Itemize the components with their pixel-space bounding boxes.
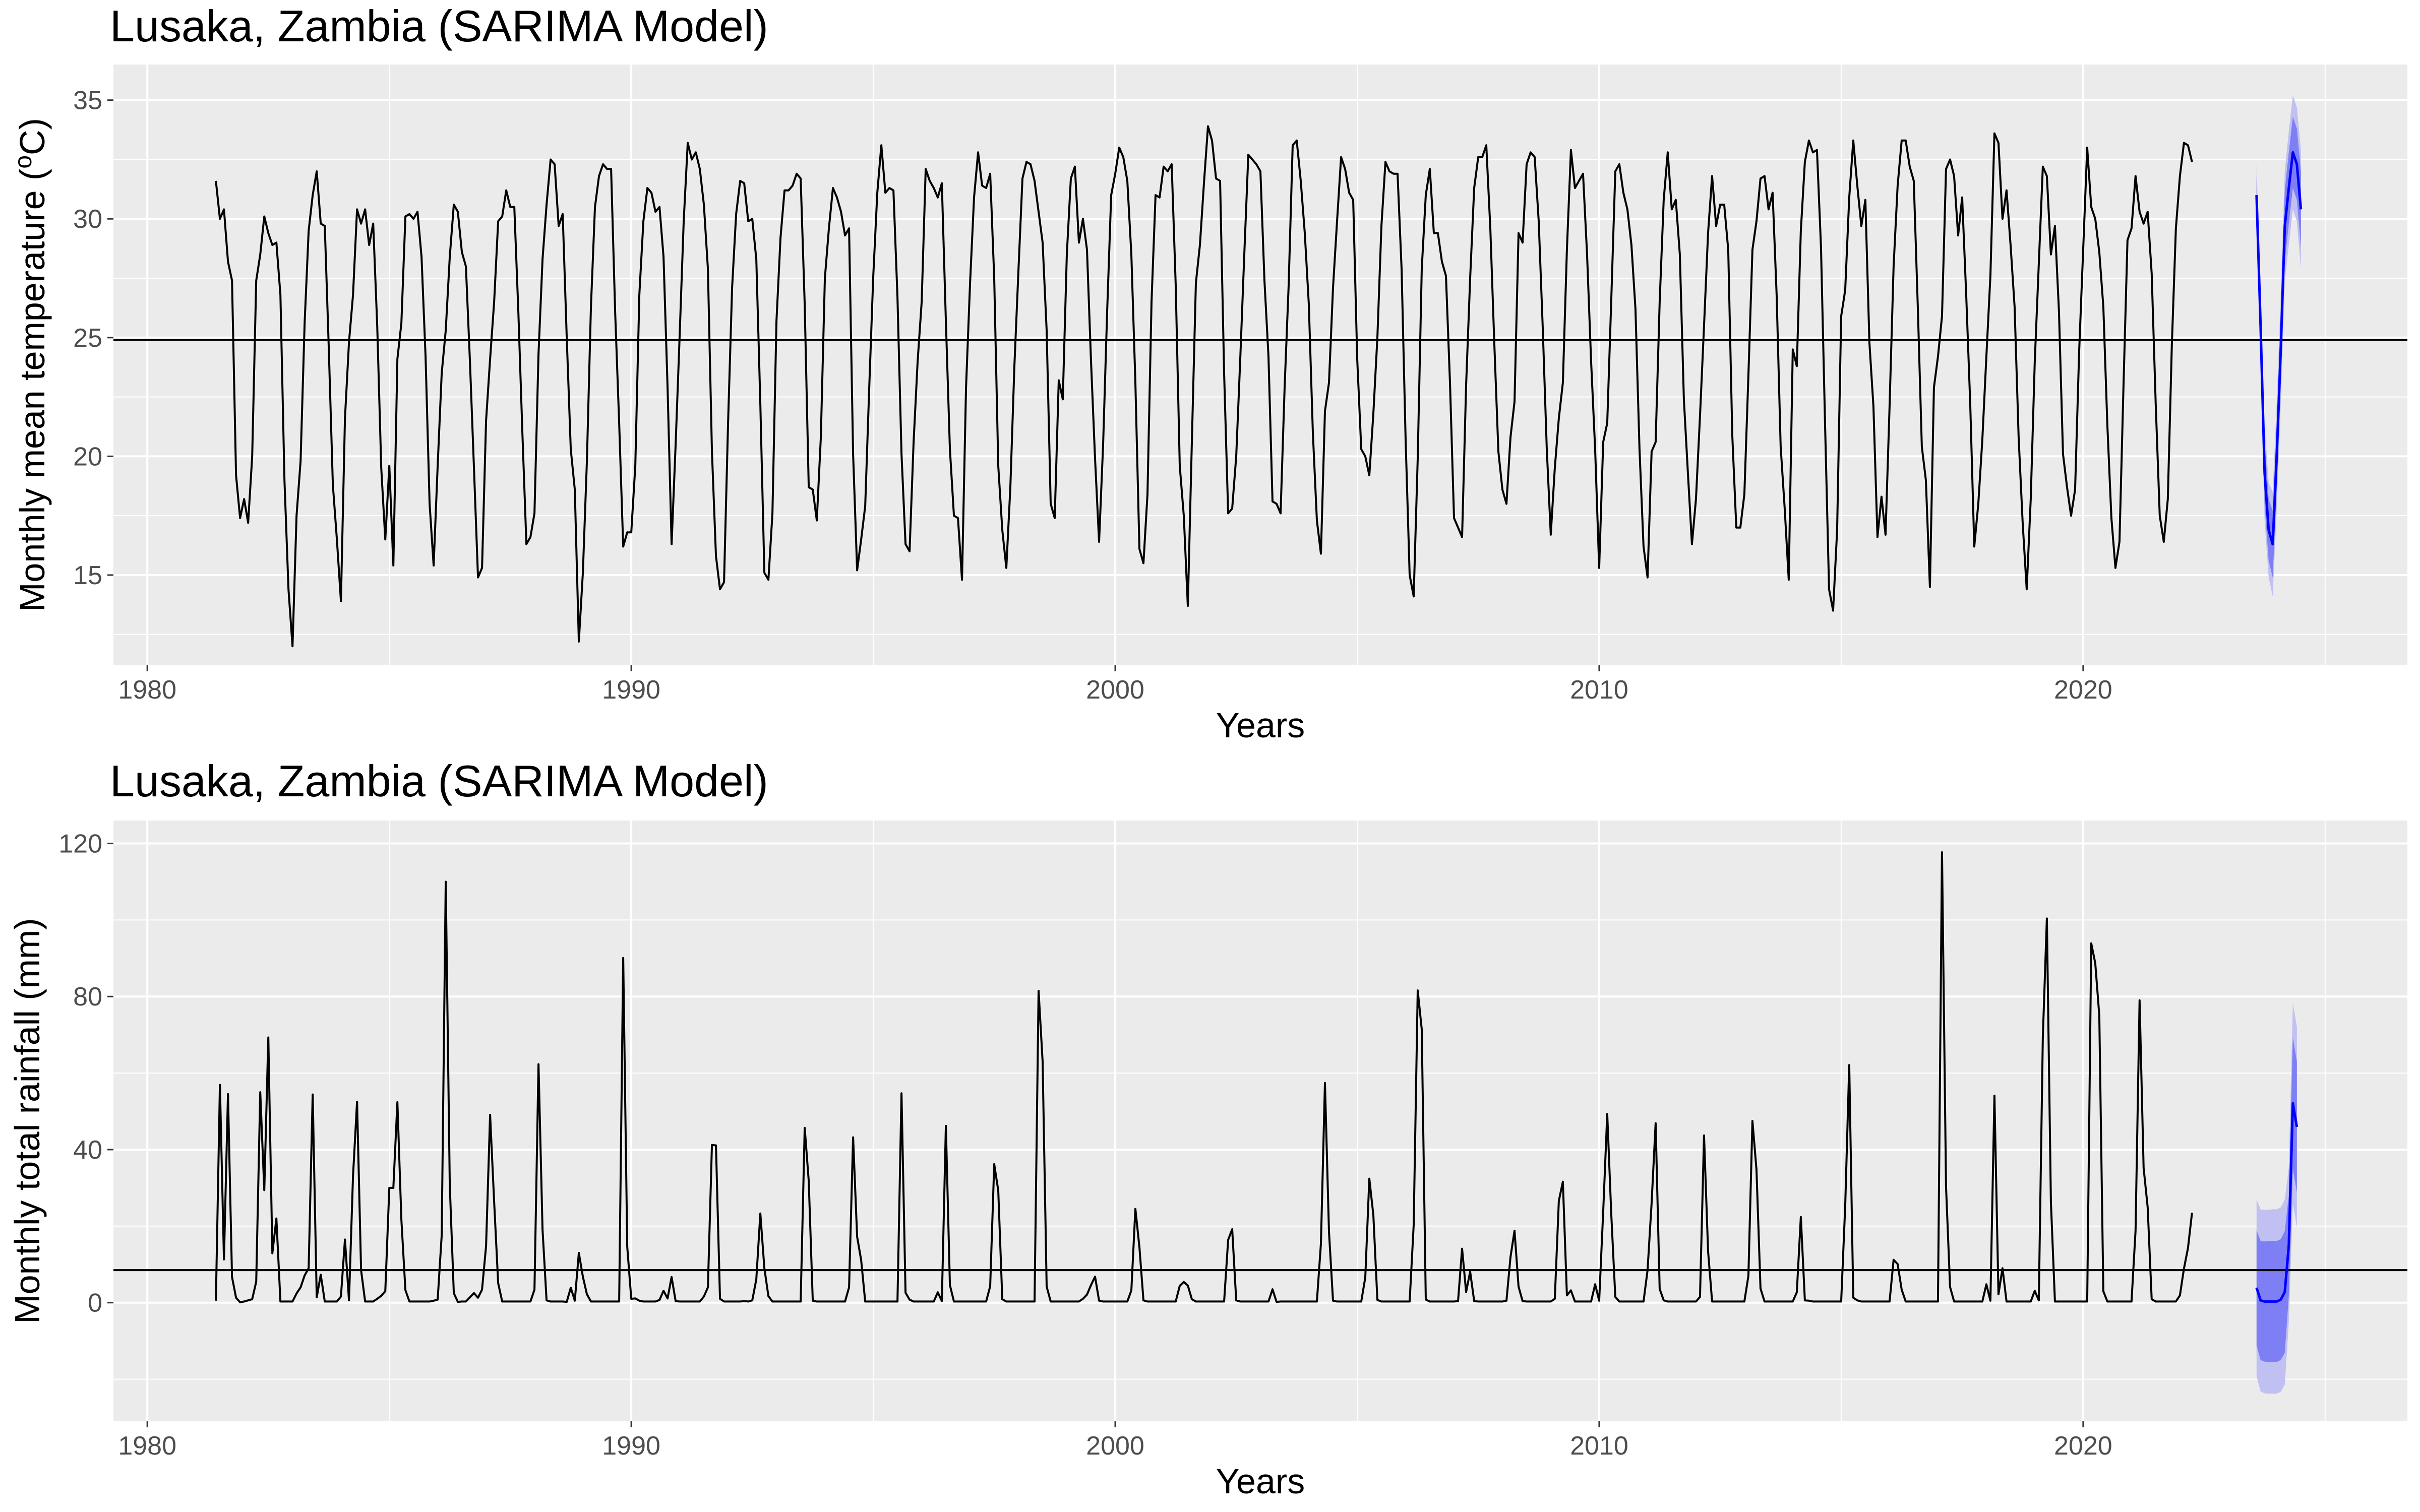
forecast-95-interval-band — [2256, 95, 2301, 597]
temperature-chart-title: Lusaka, Zambia (SARIMA Model) — [110, 1, 768, 51]
rainfall-plot-panel — [113, 821, 2407, 1421]
x-tick-label: 2020 — [2054, 1431, 2112, 1461]
temperature-x-axis: 1980 1990 2000 2010 2020 — [118, 665, 2112, 705]
rainfall-forecast-series-line — [2255, 1102, 2298, 1303]
rainfall-y-axis: 0 40 80 120 — [58, 830, 113, 1318]
x-tick-label: 2010 — [1570, 675, 1628, 705]
y-axis-title-suffix: C) — [13, 118, 52, 155]
rainfall-x-axis: 1980 1990 2000 2010 2020 — [118, 1421, 2112, 1461]
temperature-chart: Lusaka, Zambia (SARIMA Model) 15 20 25 30 35… — [10, 1, 2407, 745]
y-tick-label: 25 — [73, 324, 102, 353]
rainfall-gridlines — [113, 821, 2407, 1421]
x-tick-label: 1980 — [118, 675, 176, 705]
x-tick-label: 1990 — [602, 1431, 660, 1461]
y-tick-label: 20 — [73, 442, 102, 471]
y-tick-label: 40 — [73, 1136, 102, 1165]
rainfall-observed-series-line — [215, 851, 2193, 1303]
temperature-forecast-series-line — [2255, 151, 2303, 546]
x-tick-label: 1980 — [118, 1431, 176, 1461]
rainfall-y-axis-title: Monthly total rainfall (mm) — [8, 918, 47, 1324]
x-tick-label: 2020 — [2054, 675, 2112, 705]
y-tick-label: 15 — [73, 561, 102, 590]
rainfall-x-axis-title: Years — [1216, 1462, 1305, 1501]
degree-superscript: o — [10, 155, 37, 169]
y-tick-label: 0 — [88, 1289, 102, 1318]
y-tick-label: 120 — [58, 830, 102, 859]
y-tick-label: 35 — [73, 86, 102, 115]
x-tick-label: 1990 — [602, 675, 660, 705]
temperature-observed-series-line — [215, 125, 2193, 648]
x-tick-label: 2010 — [1570, 1431, 1628, 1461]
temperature-y-axis-title: Monthly mean temperature (oC) — [10, 118, 52, 612]
rainfall-chart-title: Lusaka, Zambia (SARIMA Model) — [110, 756, 768, 806]
temperature-x-axis-title: Years — [1216, 706, 1305, 745]
y-axis-title-prefix: Monthly mean temperature ( — [13, 169, 52, 612]
x-tick-label: 2000 — [1086, 1431, 1144, 1461]
y-tick-label: 80 — [73, 982, 102, 1012]
rainfall-chart: Lusaka, Zambia (SARIMA Model) 0 40 80 120 1… — [8, 756, 2407, 1501]
x-tick-label: 2000 — [1086, 675, 1144, 705]
temperature-y-axis: 15 20 25 30 35 — [73, 86, 113, 590]
y-tick-label: 30 — [73, 205, 102, 234]
